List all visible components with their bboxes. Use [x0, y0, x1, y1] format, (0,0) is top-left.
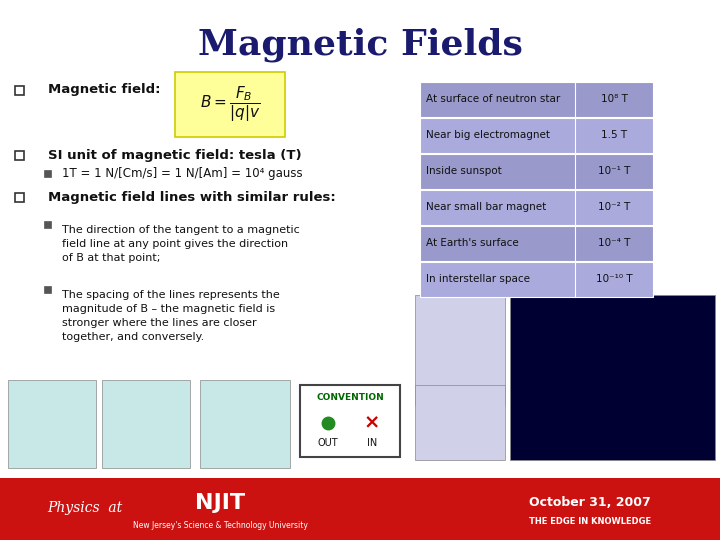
Bar — [200, 380, 290, 468]
Text: 10⁻² T: 10⁻² T — [598, 202, 630, 213]
Text: ×: × — [364, 414, 380, 433]
Bar — [15, 192, 24, 201]
Text: IN: IN — [367, 438, 377, 448]
Bar — [175, 72, 285, 137]
Text: 10⁻¹ T: 10⁻¹ T — [598, 166, 630, 177]
Bar — [15, 85, 24, 94]
Bar — [0, 478, 720, 540]
Text: 10⁸ T: 10⁸ T — [600, 94, 627, 105]
Bar — [102, 380, 190, 468]
Text: Near small bar magnet: Near small bar magnet — [426, 202, 546, 213]
Text: Magnetic Fields: Magnetic Fields — [197, 28, 523, 62]
Text: SI unit of magnetic field: tesla (T): SI unit of magnetic field: tesla (T) — [48, 148, 302, 161]
Bar — [420, 190, 653, 225]
Text: 1T = 1 N/[Cm/s] = 1 N/[Am] = 10⁴ gauss: 1T = 1 N/[Cm/s] = 1 N/[Am] = 10⁴ gauss — [62, 167, 302, 180]
Text: CONVENTION: CONVENTION — [316, 394, 384, 402]
Bar — [420, 82, 653, 117]
Bar — [420, 118, 653, 153]
Text: Magnetic field:: Magnetic field: — [48, 84, 161, 97]
Bar — [44, 221, 51, 228]
Text: At Earth's surface: At Earth's surface — [426, 239, 518, 248]
Text: Magnetic field lines with similar rules:: Magnetic field lines with similar rules: — [48, 191, 336, 204]
Bar — [44, 170, 51, 177]
Text: NJIT: NJIT — [195, 493, 245, 513]
Text: Physics  at: Physics at — [48, 501, 122, 515]
Text: OUT: OUT — [318, 438, 338, 448]
Bar — [415, 295, 505, 405]
Text: In interstellar space: In interstellar space — [426, 274, 530, 285]
Bar — [8, 380, 96, 468]
Bar — [15, 151, 24, 159]
Text: THE EDGE IN KNOWLEDGE: THE EDGE IN KNOWLEDGE — [529, 517, 651, 526]
Text: $B = \dfrac{F_B}{|q|v}$: $B = \dfrac{F_B}{|q|v}$ — [200, 85, 260, 124]
Text: 1.5 T: 1.5 T — [601, 131, 627, 140]
Bar — [415, 385, 505, 460]
Text: Inside sunspot: Inside sunspot — [426, 166, 502, 177]
Bar — [420, 226, 653, 261]
Text: At surface of neutron star: At surface of neutron star — [426, 94, 560, 105]
Bar — [300, 385, 400, 457]
Bar — [420, 262, 653, 297]
Text: The spacing of the lines represents the
magnitude of B – the magnetic field is
s: The spacing of the lines represents the … — [62, 290, 280, 342]
Bar — [510, 295, 715, 460]
Text: 10⁻¹⁰ T: 10⁻¹⁰ T — [595, 274, 632, 285]
Text: Near big electromagnet: Near big electromagnet — [426, 131, 550, 140]
Bar — [44, 286, 51, 293]
Text: 10⁻⁴ T: 10⁻⁴ T — [598, 239, 630, 248]
Text: The direction of the tangent to a magnetic
field line at any point gives the dir: The direction of the tangent to a magnet… — [62, 225, 300, 263]
Bar — [420, 154, 653, 189]
Text: October 31, 2007: October 31, 2007 — [529, 496, 651, 510]
Text: New Jersey's Science & Technology University: New Jersey's Science & Technology Univer… — [132, 521, 307, 530]
